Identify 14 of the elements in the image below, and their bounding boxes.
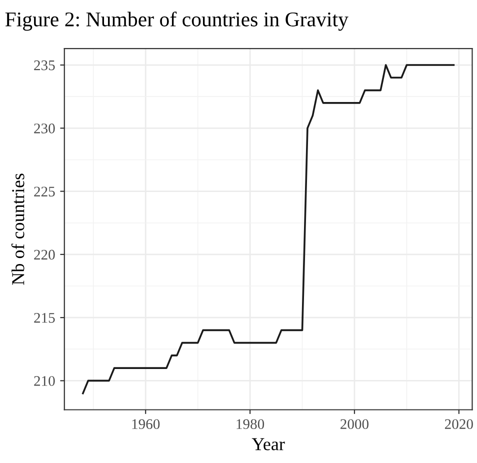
line-series xyxy=(82,64,455,394)
x-tick-label: 1980 xyxy=(236,419,264,430)
y-tick-label: 220 xyxy=(34,250,55,260)
y-axis-title: Nb of countries xyxy=(11,174,24,285)
x-tick-label: 2000 xyxy=(340,419,368,430)
y-tick-label: 210 xyxy=(34,376,55,386)
x-axis-title: Year xyxy=(252,438,285,450)
y-tick-label: 230 xyxy=(34,124,55,134)
chart-title: Figure 2: Number of countries in Gravity xyxy=(5,12,348,31)
x-tick-label: 2020 xyxy=(444,419,473,430)
x-tick-label: 1960 xyxy=(132,419,160,430)
y-tick-label: 225 xyxy=(34,186,55,197)
y-tick-label: 215 xyxy=(34,312,55,323)
y-tick-label: 235 xyxy=(34,60,55,70)
